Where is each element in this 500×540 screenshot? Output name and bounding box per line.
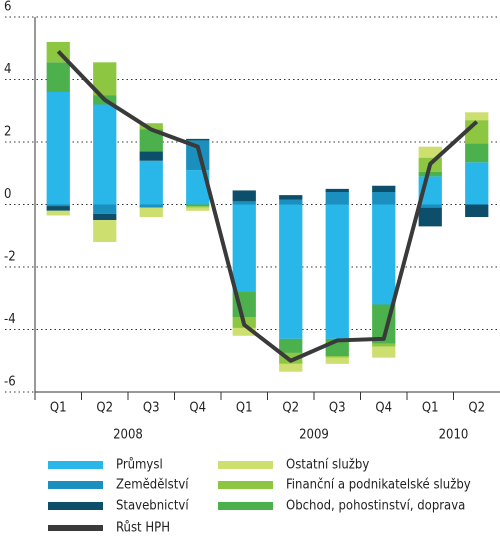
bar xyxy=(232,201,256,205)
bar xyxy=(232,327,256,336)
bar xyxy=(93,220,117,242)
y-tick-label: -6 xyxy=(4,375,16,390)
bar xyxy=(186,170,210,205)
legend-swatch xyxy=(48,461,103,469)
bar xyxy=(372,204,396,305)
bar xyxy=(139,207,163,217)
line xyxy=(56,49,479,363)
x-tick-label: Q2 xyxy=(468,401,485,416)
x-tick-label: Q2 xyxy=(96,401,113,416)
legend-swatch xyxy=(218,481,273,489)
bar xyxy=(372,192,396,205)
bar xyxy=(139,204,163,208)
bar xyxy=(325,357,349,364)
bar xyxy=(325,192,349,205)
bar xyxy=(139,123,163,130)
legend-swatch xyxy=(218,502,273,510)
legend-swatch xyxy=(48,481,103,489)
x-tick-label: Q1 xyxy=(236,401,253,416)
bar xyxy=(279,363,303,372)
legend-label: Zemědělství xyxy=(116,478,189,493)
bar xyxy=(372,346,396,358)
bar xyxy=(46,62,70,92)
y-tick-label: 2 xyxy=(4,125,11,140)
bar xyxy=(279,204,303,339)
bar xyxy=(465,112,489,121)
bar xyxy=(418,207,442,227)
bar xyxy=(325,356,349,358)
x-tick-label: Q1 xyxy=(50,401,67,416)
legend-swatch xyxy=(48,525,103,531)
bar xyxy=(325,188,349,192)
bar xyxy=(418,146,442,158)
bar xyxy=(418,171,442,177)
bar xyxy=(46,210,70,216)
group-label: 2010 xyxy=(439,428,469,443)
group-label: 2008 xyxy=(113,428,143,443)
bar xyxy=(46,204,70,207)
legend-label: Růst HPH xyxy=(116,521,170,536)
bar xyxy=(186,206,210,208)
legend-label: Ostatní služby xyxy=(286,458,369,473)
bar xyxy=(418,204,442,208)
x-tick-label: Q3 xyxy=(329,401,346,416)
x-tick-label: Q2 xyxy=(282,401,299,416)
y-tick-label: -4 xyxy=(4,312,16,327)
bar xyxy=(186,207,210,211)
legend-label: Průmysl xyxy=(116,458,163,473)
legend-label: Stavebnictví xyxy=(116,499,189,514)
legend-label: Obchod, pohostinství, doprava xyxy=(286,499,465,514)
bar xyxy=(465,204,489,217)
x-tick-label: Q4 xyxy=(189,401,206,416)
group-label: 2009 xyxy=(299,428,329,443)
bar xyxy=(139,151,163,161)
bar xyxy=(93,104,117,205)
y-tick-label: 0 xyxy=(4,187,11,202)
bar xyxy=(279,338,303,353)
bar xyxy=(465,143,489,163)
bar xyxy=(279,195,303,200)
y-tick-label: 6 xyxy=(4,0,11,15)
bar xyxy=(325,204,349,339)
bar xyxy=(372,185,396,192)
bar xyxy=(46,206,70,211)
bar xyxy=(93,204,117,214)
bar xyxy=(46,92,70,205)
legend-swatch xyxy=(48,502,103,510)
y-tick-label: -2 xyxy=(4,250,16,265)
bar xyxy=(232,204,256,292)
x-tick-label: Q1 xyxy=(422,401,439,416)
bar xyxy=(93,62,117,96)
bar xyxy=(186,204,210,207)
bar xyxy=(465,162,489,205)
bar xyxy=(139,129,163,152)
legend-swatch xyxy=(218,461,273,469)
x-tick-label: Q3 xyxy=(143,401,160,416)
legend-label: Finanční a podnikatelské služby xyxy=(286,478,471,493)
bar xyxy=(186,138,210,141)
x-tick-label: Q4 xyxy=(375,401,392,416)
bar xyxy=(139,160,163,205)
bar xyxy=(372,343,396,347)
bar xyxy=(279,199,303,205)
bar xyxy=(93,213,117,221)
y-tick-label: 4 xyxy=(4,62,11,77)
bar xyxy=(232,190,256,202)
